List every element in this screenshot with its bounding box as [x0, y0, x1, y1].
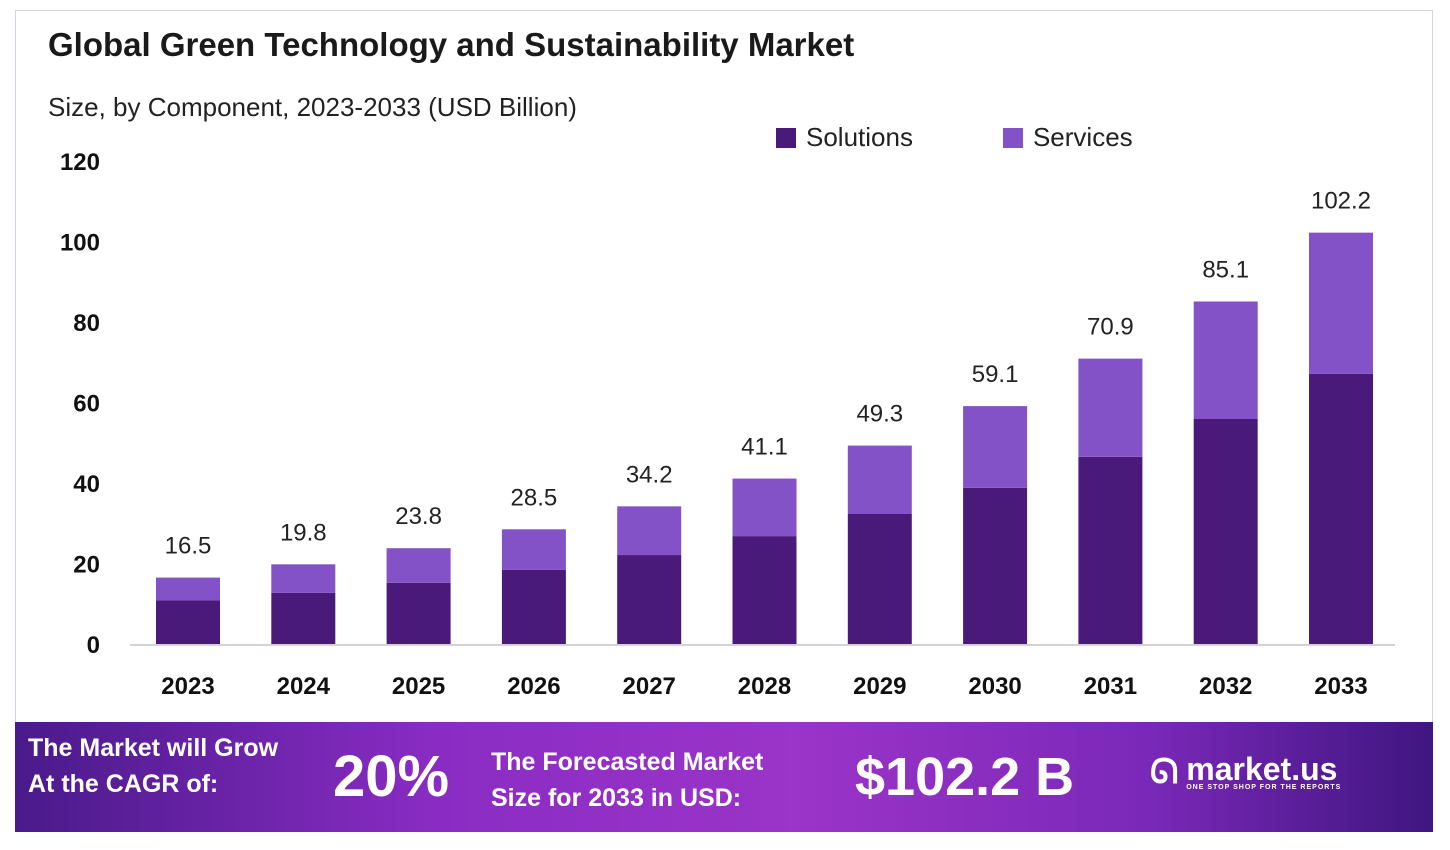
logo-mark-icon: ᘏ — [1150, 752, 1179, 792]
forecast-label: The Forecasted Market Size for 2033 in U… — [491, 744, 763, 816]
legend-label-solutions: Solutions — [806, 122, 913, 152]
legend: Solutions Services — [776, 122, 1133, 153]
x-tick-label: 2025 — [392, 673, 445, 700]
y-tick-label: 0 — [87, 632, 100, 659]
x-tick-label: 2031 — [1084, 673, 1137, 700]
total-label-2028: 41.1 — [741, 434, 788, 461]
total-label-2030: 59.1 — [972, 361, 1019, 388]
bar-services-2029 — [847, 445, 912, 514]
x-tick-label: 2026 — [507, 673, 560, 700]
bar-services-2023 — [156, 577, 220, 601]
legend-label-services: Services — [1032, 122, 1133, 152]
x-tick-label: 2028 — [738, 673, 791, 700]
bar-services-2028 — [732, 478, 797, 537]
bar-solutions-2031 — [1078, 456, 1143, 644]
cagr-label-line2: At the CAGR of: — [28, 770, 219, 798]
summary-banner: The Market will Grow At the CAGR of: 20%… — [15, 722, 1433, 832]
bar-solutions-2024 — [271, 592, 336, 644]
bar-services-2024 — [271, 564, 336, 593]
logo-text: market.us — [1186, 750, 1338, 787]
logo-text-wrap: market.us ONE STOP SHOP FOR THE REPORTS — [1186, 750, 1342, 791]
bar-solutions-2026 — [501, 569, 566, 644]
y-tick-label: 60 — [73, 391, 100, 418]
bar-solutions-2030 — [963, 487, 1028, 644]
forecast-label-line2: Size for 2033 in USD: — [491, 784, 742, 812]
bar-solutions-2029 — [847, 513, 912, 644]
bar-solutions-2025 — [386, 582, 451, 644]
cagr-label-line1: The Market will Grow — [28, 734, 279, 762]
bar-solutions-2023 — [156, 600, 220, 644]
y-tick-label: 80 — [73, 310, 100, 337]
bar-services-2031 — [1078, 358, 1143, 457]
x-tick-label: 2033 — [1314, 673, 1367, 700]
x-tick-label: 2029 — [853, 673, 906, 700]
cagr-label: The Market will Grow At the CAGR of: — [28, 730, 278, 802]
total-label-2025: 23.8 — [395, 503, 442, 530]
market-us-logo: ᘏ market.us ONE STOP SHOP FOR THE REPORT… — [1150, 752, 1341, 792]
legend-item-solutions: Solutions — [776, 122, 913, 153]
x-tick-label: 2023 — [161, 673, 214, 700]
logo-tagline: ONE STOP SHOP FOR THE REPORTS — [1186, 783, 1342, 791]
x-tick-label: 2027 — [623, 673, 676, 700]
total-label-2029: 49.3 — [856, 401, 903, 428]
forecast-value: $102.2 B — [855, 747, 1075, 807]
x-tick-label: 2024 — [277, 673, 331, 700]
bar-solutions-2028 — [732, 536, 797, 644]
x-tick-label: 2030 — [968, 673, 1021, 700]
bar-chart: 0 20 40 60 80 100 120 16.5 2023 19.8 2024 23.8 2025 2… — [60, 149, 1395, 700]
bar-solutions-2032 — [1193, 419, 1258, 644]
chart-subtitle: Size, by Component, 2023-2033 (USD Billi… — [48, 92, 577, 122]
legend-swatch-solutions — [776, 127, 796, 148]
total-label-2023: 16.5 — [165, 533, 212, 560]
total-label-2027: 34.2 — [626, 461, 673, 488]
bar-services-2033 — [1309, 232, 1373, 374]
bar-services-2030 — [963, 406, 1028, 488]
y-tick-label: 20 — [73, 552, 100, 579]
total-label-2033: 102.2 — [1311, 188, 1371, 215]
bar-services-2032 — [1193, 301, 1258, 420]
total-label-2026: 28.5 — [511, 484, 558, 511]
total-label-2032: 85.1 — [1202, 256, 1249, 283]
bar-services-2025 — [386, 548, 451, 583]
bar-services-2027 — [617, 506, 682, 556]
cagr-value: 20% — [333, 744, 450, 809]
total-label-2031: 70.9 — [1087, 314, 1134, 341]
legend-item-services: Services — [1002, 122, 1133, 153]
y-tick-label: 100 — [60, 230, 100, 257]
chart-title: Global Green Technology and Sustainabili… — [48, 26, 855, 63]
y-tick-label: 40 — [73, 471, 100, 498]
x-tick-label: 2032 — [1199, 673, 1252, 700]
total-label-2024: 19.8 — [280, 519, 327, 546]
bar-solutions-2033 — [1309, 373, 1373, 644]
forecast-label-line1: The Forecasted Market — [491, 748, 764, 776]
bar-solutions-2027 — [617, 555, 682, 644]
legend-swatch-services — [1002, 127, 1023, 148]
bar-services-2026 — [501, 529, 566, 570]
y-tick-label: 120 — [60, 149, 100, 176]
